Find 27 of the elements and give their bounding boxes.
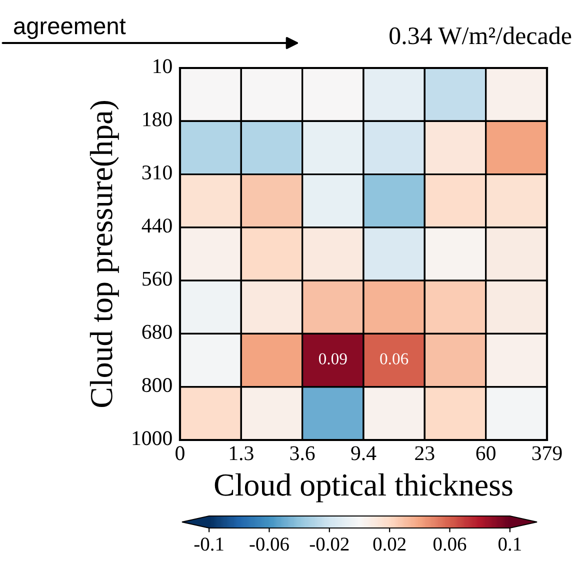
color-bar-label: -0.02 (310, 538, 349, 551)
text: 0 (176, 446, 184, 460)
text: 310 (142, 165, 172, 180)
text: 560 (142, 272, 172, 286)
text: 680 (142, 324, 172, 339)
text: 3.6 (290, 446, 315, 460)
color-bar-label: -0.06 (250, 538, 289, 551)
text: 800 (142, 378, 172, 392)
text: 10 (154, 59, 172, 74)
text: 0.34 W/m²/decade (390, 26, 572, 44)
y-axis-title: Cloud top pressure(hpa) (90, 101, 119, 408)
text: 180 (143, 112, 172, 126)
color-bar-label: 0.02 (373, 538, 406, 551)
text: 1.3 (230, 446, 254, 460)
color-bar-label: 0.06 (433, 538, 466, 551)
text: 440 (142, 218, 172, 233)
data-label: 0.06 (380, 353, 408, 365)
text: agreement (14, 18, 126, 40)
text: 9.4 (351, 446, 376, 460)
text: 1000 (132, 431, 172, 446)
data-label: 0.09 (318, 353, 347, 365)
text: 60 (476, 446, 496, 460)
x-axis-title: Cloud optical thickness (214, 473, 512, 502)
text: 379 (532, 446, 562, 460)
color-bar-label: -0.1 (194, 538, 224, 551)
color-bar-label: 0.1 (498, 538, 521, 551)
text: 23 (415, 446, 434, 460)
